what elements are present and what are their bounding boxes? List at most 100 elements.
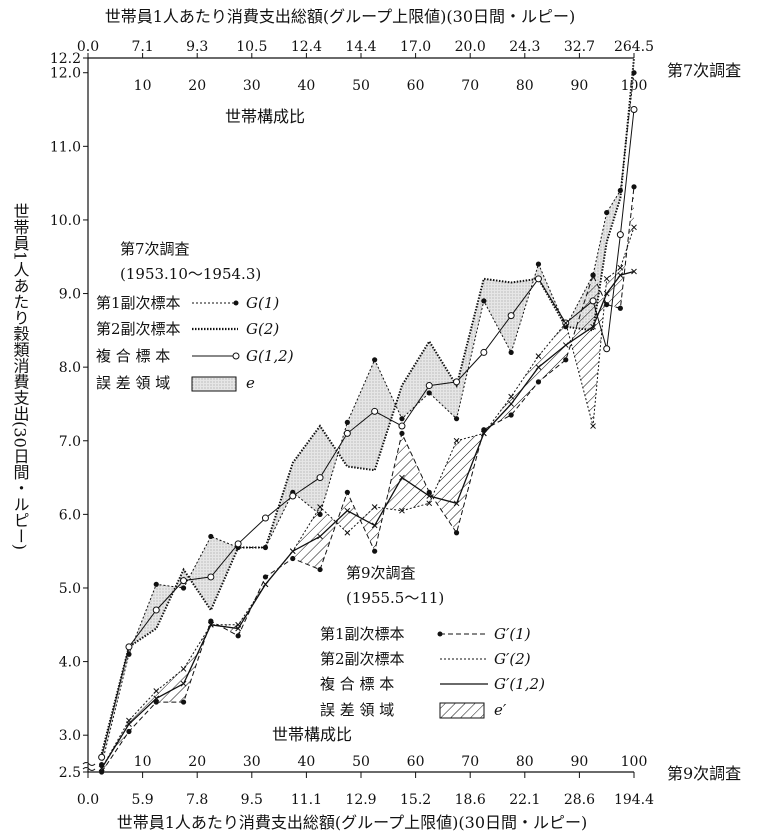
series-point: [508, 349, 514, 356]
series-point: [125, 643, 133, 651]
series-lines: [98, 57, 638, 775]
series-point: [371, 504, 378, 510]
legend7-item1-symbol: G(1): [246, 294, 279, 312]
series-point: [631, 268, 637, 275]
series-point: [180, 585, 187, 591]
series-point: [371, 522, 378, 529]
series-point: [398, 422, 406, 430]
composition-ticks: 10 10 20 20 30 30 40 40 50 50 60 60 70 70 80 80 90 90 100 1…: [134, 78, 648, 770]
series-point: [604, 209, 610, 216]
y-tick-label: 12.2: [50, 51, 81, 67]
series-point: [535, 261, 542, 267]
series-point: [126, 721, 132, 728]
series-point: [590, 423, 596, 429]
bottom-tick-label: 5.9: [131, 792, 153, 808]
series-point: [453, 437, 460, 444]
series-point: [207, 621, 214, 628]
series-point: [617, 305, 623, 311]
composition-tick-top: 90: [570, 78, 588, 94]
series-point: [535, 379, 542, 385]
series-point: [344, 489, 350, 495]
legend9-item1-symbol: G′(1): [494, 625, 531, 643]
series-point: [153, 581, 159, 587]
y-ticks: 2.5 3.0 4.0 5.0 6.0 7.0 8.0 9.0 10.0 11.0 12.012.2: [50, 51, 88, 781]
y-tick-label: 4.0: [59, 655, 81, 671]
series-point: [317, 504, 323, 510]
legend7-item3-symbol: G(1,2): [246, 347, 294, 365]
series-point: [630, 106, 638, 114]
bottom-tick-label: 12.9: [345, 792, 376, 808]
legend9-sample1-marker: [437, 631, 443, 637]
composition-tick-bottom: 40: [297, 754, 315, 770]
bottom-tick-label: 28.6: [564, 792, 595, 808]
composition-tick-top: 50: [352, 78, 370, 94]
series-line-1: [101, 72, 635, 765]
series-point: [426, 390, 432, 396]
top-tick-label: 0.0: [77, 39, 99, 55]
series-point: [153, 699, 159, 705]
composition-tick-bottom: 80: [516, 754, 534, 770]
series-point: [180, 577, 188, 585]
top-tick-label: 12.4: [291, 39, 322, 55]
series-point: [399, 474, 405, 481]
composition-tick-top: 70: [461, 78, 479, 94]
series-point: [426, 500, 433, 507]
bottom-tick-label: 11.1: [291, 792, 322, 808]
composition-tick-top: 10: [134, 78, 152, 94]
legend7-title: 第7次調査: [120, 240, 190, 258]
survey7-right-label: 第7次調査: [667, 61, 741, 80]
survey9-right-label: 第9次調査: [667, 764, 741, 783]
series-point: [344, 507, 351, 514]
series-point: [425, 382, 433, 390]
series-point: [617, 264, 624, 271]
legend7-period: (1953.10〜1954.3): [120, 265, 261, 283]
composition-tick-top: 80: [516, 78, 534, 94]
series-point: [153, 688, 160, 694]
series-point: [234, 540, 242, 548]
legend9-item3-symbol: G′(1,2): [494, 675, 545, 693]
composition-label-bottom: 世帯構成比: [272, 725, 352, 744]
axis-break-mark: [82, 762, 96, 771]
series-point: [481, 298, 487, 304]
composition-tick-bottom: 20: [188, 754, 206, 770]
legend7-sample3-marker: [232, 352, 240, 360]
y-tick-label: 2.5: [59, 765, 81, 781]
series-line-4: [101, 186, 635, 773]
series-point: [603, 275, 610, 282]
y-tick-label: 6.0: [59, 507, 81, 523]
series-point: [208, 533, 214, 540]
series-point: [372, 548, 378, 554]
legend7-item4-label: 誤 差 領 域: [96, 374, 170, 392]
series-point: [289, 492, 297, 500]
y-tick-label: 9.0: [59, 287, 81, 303]
series-point: [508, 401, 515, 407]
legend9-item4-symbol: e′: [494, 701, 507, 719]
series-point: [508, 393, 515, 400]
bottom-tick-label: 194.4: [614, 792, 654, 808]
series-point: [617, 272, 624, 278]
composition-tick-bottom: 70: [461, 754, 479, 770]
series-point: [631, 224, 637, 231]
y-tick-label: 7.0: [59, 434, 81, 450]
top-tick-label: 9.3: [186, 39, 208, 55]
composition-tick-top: 60: [407, 78, 425, 94]
series-point: [235, 625, 242, 632]
series-point: [453, 416, 460, 422]
legend7-item3-label: 複 合 標 本: [96, 347, 170, 365]
composition-tick-top: 20: [188, 78, 206, 94]
series-point: [562, 320, 569, 326]
bottom-axis-title: 世帯員1人あたり消費支出総額(グループ上限値)(30日間・ルピー): [117, 813, 588, 832]
composition-tick-top: 40: [297, 78, 315, 94]
composition-tick-bottom: 50: [352, 754, 370, 770]
series-point: [99, 769, 105, 775]
series-point: [508, 412, 514, 418]
series-point: [631, 184, 637, 190]
series-point: [589, 297, 597, 305]
legend7-item2-symbol: G(2): [246, 320, 279, 338]
top-tick-label: 24.3: [509, 39, 540, 55]
composition-tick-top: 30: [243, 78, 261, 94]
y-axis-title: 世帯員1人あたり穀類消費支出(30日間・ルピー): [11, 203, 30, 550]
series-point: [590, 323, 596, 330]
